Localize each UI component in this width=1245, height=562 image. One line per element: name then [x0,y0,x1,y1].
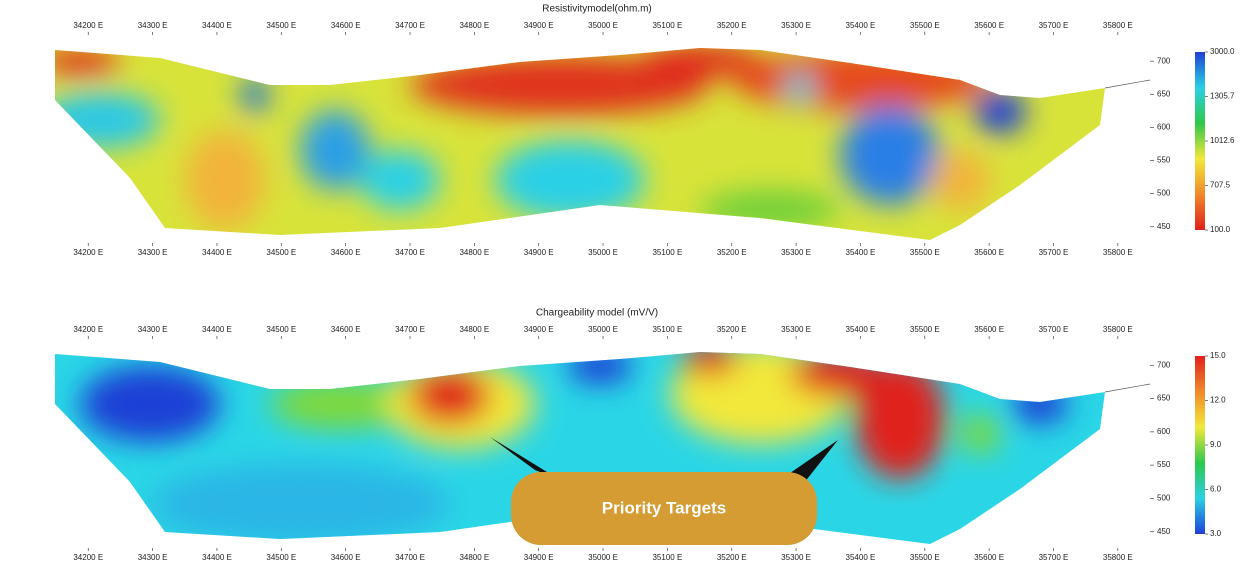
x-tick-label: 35800 E [1103,553,1133,562]
x-tick-label: 35700 E [1039,248,1069,257]
x-tick-label: 34600 E [331,553,361,562]
x-tick-label: 35000 E [588,248,618,257]
x-tick-label: 35300 E [781,248,811,257]
x-tick-label: 34800 E [459,325,489,334]
x-tick-label: 35800 E [1103,248,1133,257]
x-tick-label: 35200 E [717,21,747,30]
x-tick-label: 35600 E [974,325,1004,334]
x-tick-label: 35400 E [846,21,876,30]
colorbar-tick-label: 6.0 [1210,485,1222,494]
colorbar-tick-label: 1012.6 [1210,136,1235,145]
x-tick-label: 34400 E [202,325,232,334]
x-tick-label: 34200 E [73,21,103,30]
x-tick-label: 35300 E [781,325,811,334]
x-tick-label: 34300 E [138,325,168,334]
colorbar [1195,356,1205,534]
colorbar [1195,52,1205,230]
y-tick-label: 700 [1157,56,1171,65]
x-tick-label: 34900 E [524,325,554,334]
x-tick-label: 34500 E [266,21,296,30]
y-tick-label: 700 [1157,360,1171,369]
x-tick-label: 35500 E [910,553,940,562]
x-tick-label: 35000 E [588,325,618,334]
y-tick-label: 550 [1157,460,1171,469]
x-tick-label: 35000 E [588,21,618,30]
x-tick-label: 35300 E [781,21,811,30]
x-tick-label: 34500 E [266,325,296,334]
x-tick-label: 35100 E [652,553,682,562]
y-tick-label: 650 [1157,89,1171,98]
colorbar-tick-label: 15.0 [1210,351,1226,360]
x-tick-label: 34700 E [395,553,425,562]
x-tick-label: 35700 E [1039,21,1069,30]
x-tick-label: 35600 E [974,553,1004,562]
x-tick-label: 34800 E [459,248,489,257]
x-tick-label: 35600 E [974,21,1004,30]
y-tick-label: 500 [1157,189,1171,198]
x-tick-label: 34600 E [331,21,361,30]
annotation-label: Priority Targets [602,498,726,517]
x-tick-label: 34800 E [459,553,489,562]
x-tick-label: 34600 E [331,248,361,257]
x-tick-label: 34200 E [73,325,103,334]
x-tick-label: 34700 E [395,325,425,334]
x-tick-label: 34500 E [266,248,296,257]
x-tick-label: 34800 E [459,21,489,30]
y-tick-label: 500 [1157,494,1171,503]
x-tick-label: 34700 E [395,248,425,257]
colorbar-tick-label: 3.0 [1210,529,1222,538]
x-tick-label: 35100 E [652,248,682,257]
chart-title: Chargeability model (mV/V) [536,308,658,319]
colorbar-tick-label: 1305.7 [1210,92,1235,101]
x-tick-label: 34200 E [73,553,103,562]
annotation: Priority Targets [490,437,838,545]
y-tick-label: 450 [1157,527,1171,536]
x-tick-label: 34600 E [331,325,361,334]
x-tick-label: 35500 E [910,21,940,30]
x-tick-label: 35400 E [846,325,876,334]
x-tick-label: 34300 E [138,21,168,30]
y-tick-label: 550 [1157,156,1171,165]
y-tick-label: 650 [1157,394,1171,403]
x-tick-label: 35500 E [910,248,940,257]
x-tick-label: 35400 E [846,248,876,257]
x-tick-label: 35700 E [1039,325,1069,334]
x-tick-label: 35200 E [717,325,747,334]
x-tick-label: 34400 E [202,248,232,257]
x-tick-label: 34500 E [266,553,296,562]
x-tick-label: 35600 E [974,248,1004,257]
colorbar-tick-label: 3000.0 [1210,47,1235,56]
x-tick-label: 34300 E [138,248,168,257]
colorbar-tick-label: 100.0 [1210,225,1231,234]
x-tick-label: 35500 E [910,325,940,334]
x-tick-label: 34300 E [138,553,168,562]
x-tick-label: 34700 E [395,21,425,30]
resistivity-section [55,48,1105,240]
x-tick-label: 35200 E [717,553,747,562]
x-tick-label: 35100 E [652,21,682,30]
x-tick-label: 34400 E [202,553,232,562]
x-tick-label: 34900 E [524,248,554,257]
chart-title: Resistivitymodel(ohm.m) [542,4,651,15]
colorbar-tick-label: 9.0 [1210,440,1222,449]
x-tick-label: 34200 E [73,248,103,257]
x-tick-label: 34900 E [524,21,554,30]
x-tick-label: 34400 E [202,21,232,30]
x-tick-label: 34900 E [524,553,554,562]
x-tick-label: 35700 E [1039,553,1069,562]
x-tick-label: 35800 E [1103,325,1133,334]
x-tick-label: 35000 E [588,553,618,562]
x-tick-label: 35800 E [1103,21,1133,30]
x-tick-label: 35300 E [781,553,811,562]
colorbar-tick-label: 707.5 [1210,181,1231,190]
y-tick-label: 600 [1157,123,1171,132]
colorbar-tick-label: 12.0 [1210,396,1226,405]
x-tick-label: 35400 E [846,553,876,562]
y-tick-label: 450 [1157,222,1171,231]
x-tick-label: 35200 E [717,248,747,257]
x-tick-label: 35100 E [652,325,682,334]
y-tick-label: 600 [1157,427,1171,436]
